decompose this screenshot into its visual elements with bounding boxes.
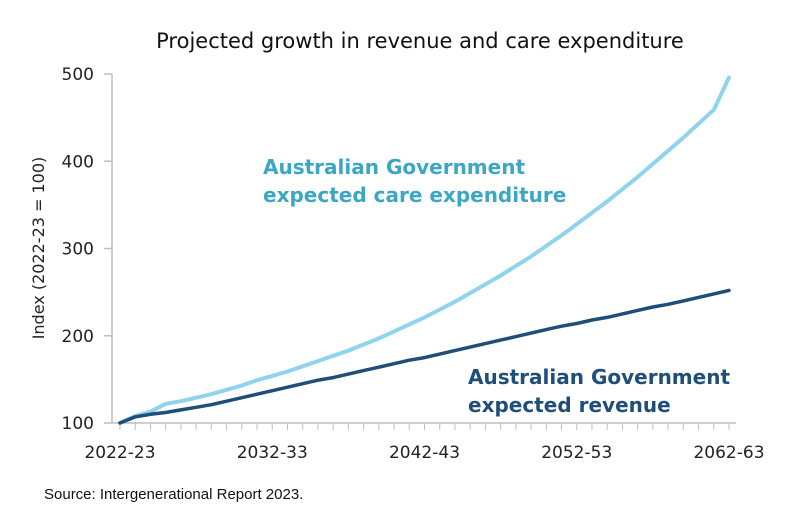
source-note: Source: Intergenerational Report 2023. — [44, 486, 304, 503]
axes: 100 200 300 400 500 2022-23 2032-33 2042-43 2052… — [62, 65, 765, 463]
y-tick-label: 100 — [62, 414, 94, 434]
x-tick-label: 2052-53 — [541, 443, 612, 463]
y-tick-label: 400 — [62, 152, 94, 172]
y-axis-label: Index (2022-23 = 100) — [29, 157, 48, 340]
series-label: expected care expenditure — [263, 183, 566, 207]
x-tick-label: 2062-63 — [693, 443, 764, 463]
y-tick-label: 200 — [62, 327, 94, 347]
x-tick-label: 2022-23 — [84, 443, 155, 463]
x-tick-label: 2032-33 — [237, 443, 308, 463]
series-label: Australian Government — [263, 155, 525, 179]
series-label: Australian Government — [468, 365, 730, 389]
x-tick-label: 2042-43 — [389, 443, 460, 463]
series-line — [118, 288, 731, 425]
series-line — [118, 75, 731, 425]
series-label: expected revenue — [468, 393, 671, 417]
y-tick-label: 500 — [62, 65, 94, 85]
series-lines — [118, 75, 731, 425]
chart-title: Projected growth in revenue and care exp… — [156, 29, 684, 53]
y-tick-label: 300 — [62, 240, 94, 260]
series-labels: Australian Government expected care expen… — [263, 155, 730, 417]
